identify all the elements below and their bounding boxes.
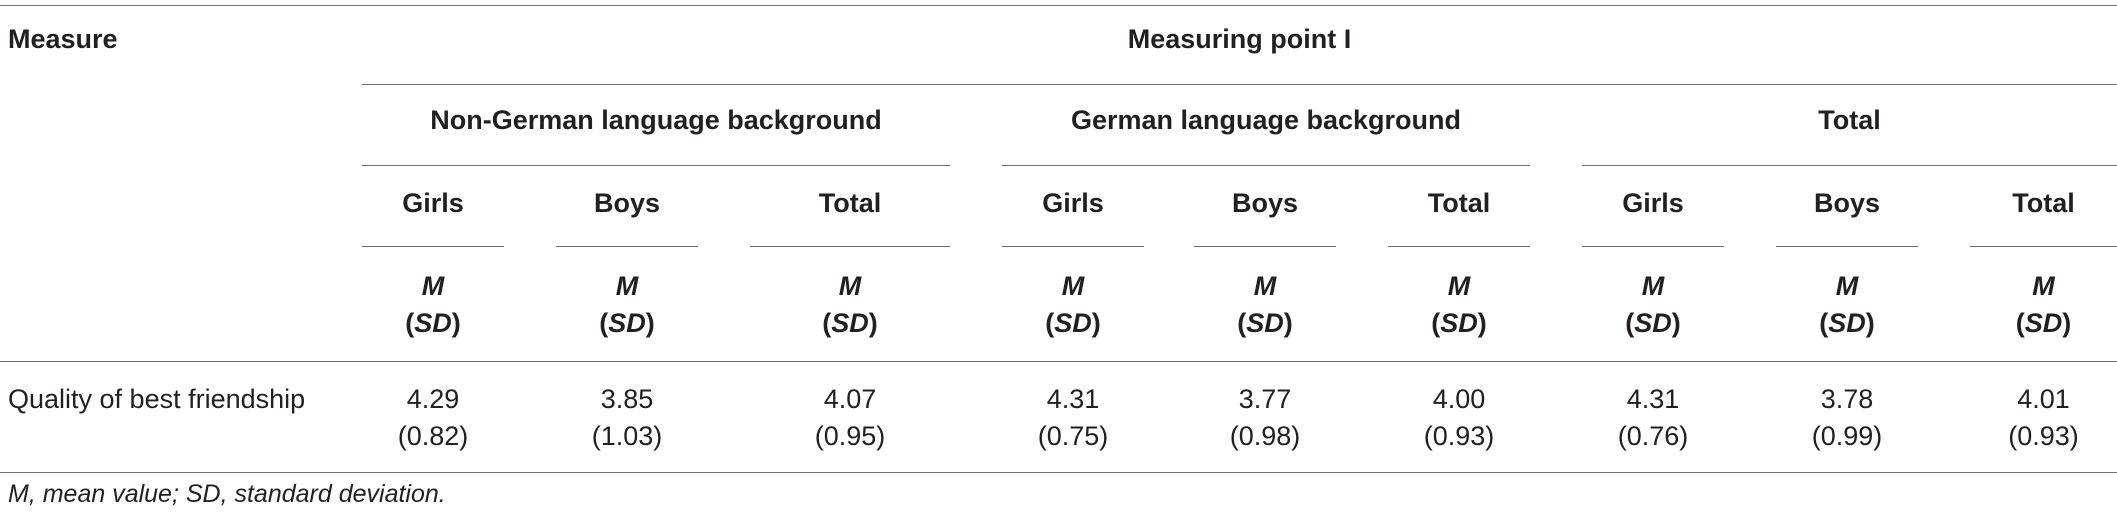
top-rule	[0, 5, 2117, 6]
stat-header: M (SD)	[405, 271, 461, 338]
sub-underline	[362, 246, 504, 247]
subgroup-header-total: Total	[1427, 188, 1491, 218]
row-label: Quality of best friendship	[8, 384, 306, 414]
mean-value: 4.07	[823, 384, 877, 414]
mean-value: 4.29	[406, 384, 460, 414]
sd-value: (0.93)	[2008, 421, 2079, 451]
sd-value: (0.82)	[397, 421, 469, 451]
mean-value: 3.85	[600, 384, 654, 414]
sub-underline	[1194, 246, 1336, 247]
sub-underline	[1388, 246, 1530, 247]
stat-header: M (SD)	[822, 271, 878, 338]
mean-value: 4.00	[1432, 384, 1486, 414]
measure-header: Measure	[8, 24, 118, 54]
sd-value: (0.76)	[1617, 421, 1689, 451]
subgroup-header-total: Total	[2012, 188, 2075, 218]
table-cell: 4.01 (0.93)	[1970, 381, 2117, 455]
table-footnote: M, mean value; SD, standard deviation.	[8, 480, 446, 508]
group-underline-german	[1002, 165, 1530, 166]
table-cell: 4.29 (0.82)	[362, 381, 504, 455]
group-underline-non-german	[362, 165, 950, 166]
group-header-german: German language background	[1070, 105, 1462, 135]
stat-header: M (SD)	[1625, 271, 1681, 338]
subgroup-header-girls: Girls	[402, 188, 464, 218]
sd-value: (0.93)	[1423, 421, 1495, 451]
group-header-total: Total	[1818, 105, 1881, 135]
subgroup-header-boys: Boys	[1231, 188, 1299, 218]
subgroup-header-girls: Girls	[1622, 188, 1684, 218]
measuring-point-underline	[362, 84, 2117, 85]
mean-value: 4.31	[1626, 384, 1680, 414]
stat-header: M (SD)	[1431, 271, 1487, 338]
table-cell: 3.78 (0.99)	[1776, 381, 1918, 455]
group-underline-total	[1582, 165, 2117, 166]
sub-underline	[750, 246, 950, 247]
sd-value: (0.99)	[1811, 421, 1883, 451]
table-cell: 3.85 (1.03)	[556, 381, 698, 455]
subgroup-header-boys: Boys	[1813, 188, 1881, 218]
sub-underline	[556, 246, 698, 247]
table-bottom-rule	[0, 472, 2117, 473]
mean-value: 3.77	[1238, 384, 1292, 414]
subgroup-header-total: Total	[818, 188, 882, 218]
measuring-point-header: Measuring point I	[1127, 24, 1352, 54]
sd-value: (0.75)	[1037, 421, 1109, 451]
sd-value: (1.03)	[591, 421, 663, 451]
table-cell: 4.31 (0.75)	[1002, 381, 1144, 455]
stat-header: M (SD)	[599, 271, 655, 338]
table-cell: 3.77 (0.98)	[1194, 381, 1336, 455]
group-header-non-german: Non-German language background	[430, 105, 882, 135]
sub-underline	[1970, 246, 2117, 247]
subgroup-header-boys: Boys	[593, 188, 661, 218]
stat-header: M (SD)	[1237, 271, 1293, 338]
sub-underline	[1776, 246, 1918, 247]
stat-header: M (SD)	[2015, 271, 2072, 338]
table-cell: 4.07 (0.95)	[750, 381, 950, 455]
stat-header: M (SD)	[1819, 271, 1875, 338]
mean-value: 4.01	[2017, 384, 2070, 414]
subgroup-header-girls: Girls	[1042, 188, 1104, 218]
mean-value: 3.78	[1820, 384, 1874, 414]
table-cell: 4.31 (0.76)	[1582, 381, 1724, 455]
table-cell: 4.00 (0.93)	[1388, 381, 1530, 455]
sub-underline	[1002, 246, 1144, 247]
mean-value: 4.31	[1046, 384, 1100, 414]
sd-value: (0.95)	[814, 421, 886, 451]
stat-header: M (SD)	[1045, 271, 1101, 338]
header-bottom-rule	[0, 361, 2117, 362]
sub-underline	[1582, 246, 1724, 247]
sd-value: (0.98)	[1229, 421, 1301, 451]
